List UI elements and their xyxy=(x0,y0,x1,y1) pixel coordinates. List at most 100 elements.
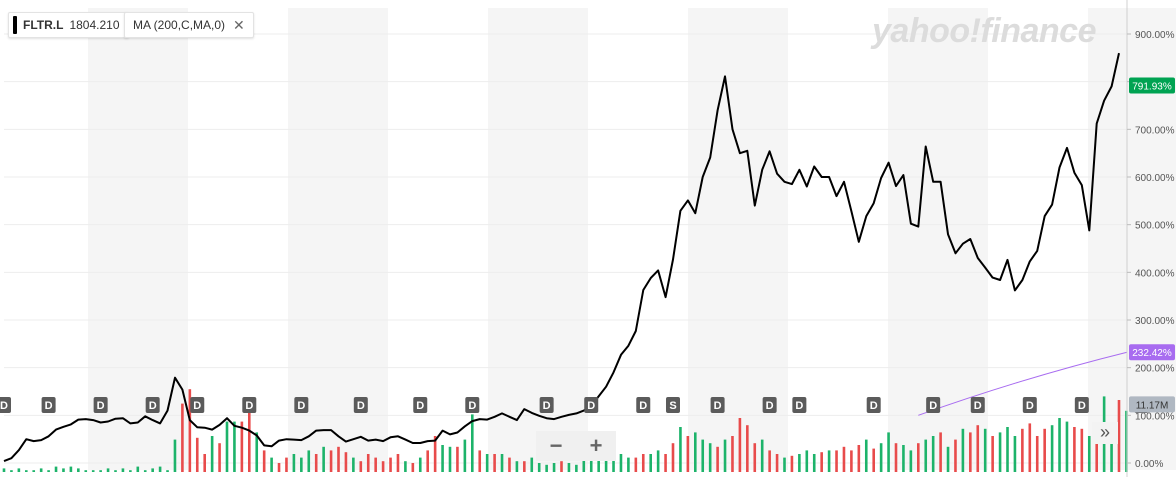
volume-bar xyxy=(991,436,994,472)
dividend-marker xyxy=(190,397,205,413)
volume-bar xyxy=(344,452,348,472)
volume-bar xyxy=(954,439,957,472)
dividend-marker xyxy=(970,397,985,413)
volume-bar xyxy=(783,457,786,472)
dividend-marker xyxy=(0,397,11,413)
dividend-marker-label: S xyxy=(669,400,676,412)
volume-bar xyxy=(173,439,177,472)
volume-bar xyxy=(389,457,392,472)
volume-bar xyxy=(708,443,712,472)
volume-bar xyxy=(612,457,615,472)
y-tick-label: 600.00% xyxy=(1135,173,1175,184)
volume-bar xyxy=(946,446,950,472)
volume-bar xyxy=(1117,400,1121,472)
volume-bar xyxy=(99,470,102,472)
y-tick-label: 300.00% xyxy=(1135,316,1175,327)
volume-bar xyxy=(1125,410,1128,472)
y-tick-label: 700.00% xyxy=(1135,125,1175,136)
volume-bar xyxy=(62,468,65,472)
volume-bar xyxy=(218,443,221,472)
volume-bar xyxy=(894,443,898,472)
volume-bar xyxy=(47,470,50,472)
grid-bands xyxy=(88,8,1176,470)
dividend-marker-label: D xyxy=(245,400,253,412)
volume-bar xyxy=(969,432,972,472)
volume-bar xyxy=(285,457,288,472)
volume-bar xyxy=(775,454,779,472)
grid-band xyxy=(688,8,788,470)
volume-bar xyxy=(634,457,638,472)
volume-bar xyxy=(233,421,236,472)
volume-bar xyxy=(523,461,526,472)
volume-bar xyxy=(151,468,154,472)
volume-bar xyxy=(552,463,556,472)
volume-bar xyxy=(694,432,697,472)
volume-bar xyxy=(850,450,853,472)
volume-bar xyxy=(366,454,370,472)
volume-bar xyxy=(627,457,630,472)
volume-bar xyxy=(255,432,259,472)
volume-bar xyxy=(939,432,942,472)
volume-bar xyxy=(418,457,422,472)
close-icon[interactable]: ✕ xyxy=(233,16,245,33)
price-line xyxy=(3,52,1120,463)
volume-bar xyxy=(478,450,482,472)
volume-bar xyxy=(240,421,244,472)
volume-bar xyxy=(307,450,311,472)
legend-indicator[interactable]: MA (200,C,MA,0) ✕ xyxy=(124,12,254,38)
dividend-marker xyxy=(413,397,428,413)
volume-bar xyxy=(530,457,534,472)
volume-bar xyxy=(597,459,600,472)
volume-bar xyxy=(314,454,318,472)
volume-bar xyxy=(1080,428,1084,472)
volume-bar xyxy=(753,443,757,472)
expand-chart-button[interactable]: » xyxy=(1092,422,1118,444)
dividend-marker xyxy=(93,397,108,413)
volume-bar xyxy=(1110,425,1113,472)
volume-bar xyxy=(404,461,407,472)
volume-bar xyxy=(1006,427,1009,472)
volume-bar xyxy=(69,466,73,472)
volume-bar xyxy=(300,457,303,472)
volume-bar xyxy=(143,470,147,472)
series-color-swatch xyxy=(13,16,17,34)
volume-bar xyxy=(649,454,652,472)
volume-bar xyxy=(887,432,890,472)
dividend-marker-label: D xyxy=(0,400,8,412)
volume-bar xyxy=(1021,428,1024,472)
volume-badge xyxy=(1129,396,1175,413)
volume-bar xyxy=(820,452,823,472)
volume-badge-label: 11.17M xyxy=(1136,400,1169,411)
volume-bar xyxy=(270,457,273,472)
dividend-marker-label: D xyxy=(416,400,424,412)
volume-bar xyxy=(471,414,474,472)
volume-bar xyxy=(322,446,325,472)
legend-ticker[interactable]: FLTR.L 1804.210 xyxy=(8,12,129,38)
zoom-out-button[interactable]: − xyxy=(549,433,563,458)
volume-bar xyxy=(812,454,816,472)
zoom-in-button[interactable]: + xyxy=(589,433,603,458)
volume-bar xyxy=(872,448,875,472)
volume-bar xyxy=(589,457,593,472)
volume-bar xyxy=(931,436,935,472)
volume-bars xyxy=(2,389,1128,472)
volume-bar xyxy=(976,425,980,472)
volume-bar xyxy=(917,443,920,472)
price-badge xyxy=(1129,77,1175,94)
volume-bar xyxy=(879,443,883,472)
dividend-marker-label: D xyxy=(357,400,365,412)
y-tick-label: 200.00% xyxy=(1135,364,1175,375)
volume-bar xyxy=(433,436,437,472)
volume-bar xyxy=(381,461,385,472)
volume-bar xyxy=(248,410,251,472)
volume-bar xyxy=(723,439,727,472)
dividend-marker xyxy=(294,397,309,413)
volume-bar xyxy=(329,450,333,472)
volume-bar xyxy=(805,450,809,472)
dividend-markers: DDDDDDDDDDDDDSDDDDDDDDDDS xyxy=(0,397,1149,413)
volume-bar xyxy=(337,446,340,472)
volume-bar xyxy=(842,446,846,472)
volume-bar xyxy=(500,454,504,472)
price-badge-label: 791.93% xyxy=(1132,82,1172,93)
